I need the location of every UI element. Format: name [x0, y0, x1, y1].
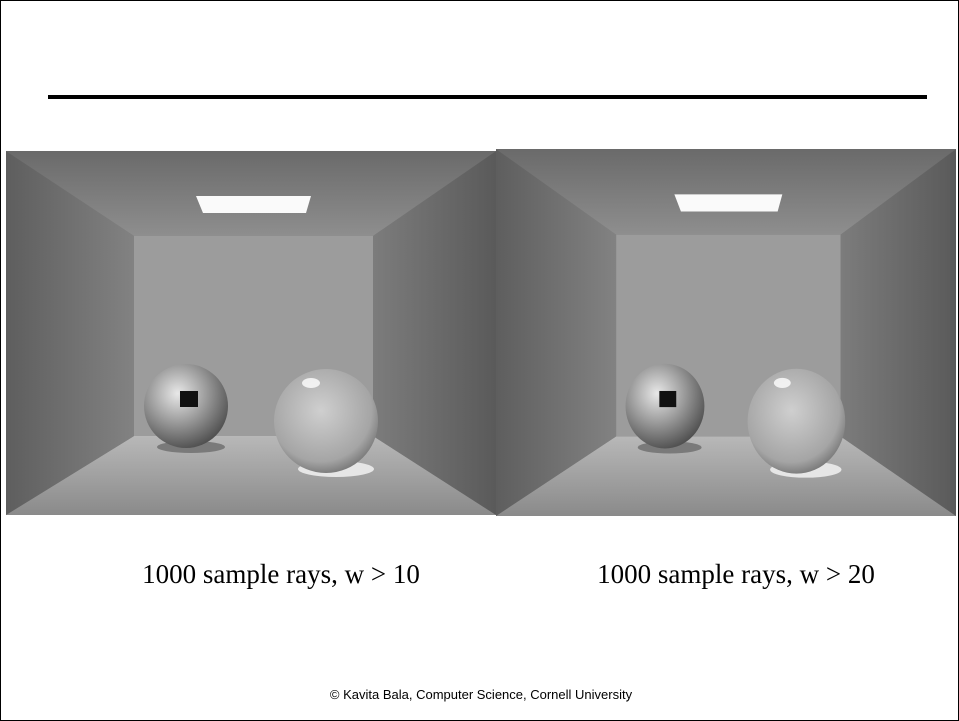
slide: 1000 sample rays, w > 10 1000 sample ray… — [0, 0, 959, 721]
render-image — [496, 149, 956, 516]
footer: © Kavita Bala, Computer Science, Cornell… — [330, 687, 632, 702]
caption: 1000 sample rays, w > 10 — [142, 559, 420, 590]
caption: 1000 sample rays, w > 20 — [597, 559, 875, 590]
title-rule — [48, 95, 927, 99]
render-image — [6, 151, 496, 515]
